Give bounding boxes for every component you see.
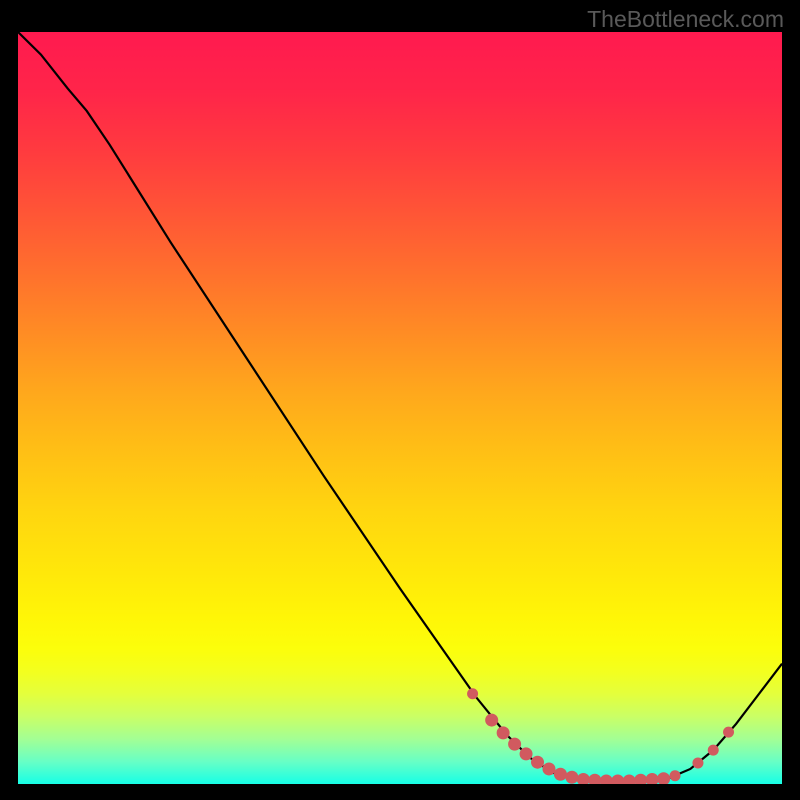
- chart-marker: [670, 770, 681, 781]
- chart-marker: [542, 762, 555, 775]
- bottleneck-chart: [18, 32, 782, 784]
- chart-marker: [531, 756, 544, 769]
- chart-marker: [723, 727, 734, 738]
- chart-marker: [497, 726, 510, 739]
- chart-marker: [485, 714, 498, 727]
- watermark-text: TheBottleneck.com: [587, 6, 784, 33]
- chart-marker: [565, 771, 578, 784]
- chart-marker: [692, 757, 703, 768]
- chart-marker: [508, 738, 521, 751]
- chart-background: [18, 32, 782, 784]
- chart-marker: [467, 688, 478, 699]
- chart-marker: [520, 747, 533, 760]
- chart-marker: [708, 745, 719, 756]
- chart-svg: [18, 32, 782, 784]
- chart-marker: [554, 768, 567, 781]
